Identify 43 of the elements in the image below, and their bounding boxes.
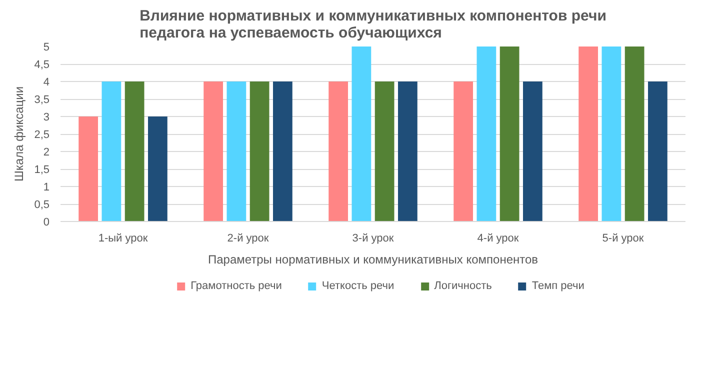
- bar: [328, 82, 348, 222]
- y-tick-label: 1: [43, 182, 50, 194]
- bar: [398, 82, 418, 222]
- x-tick-label: 3-й урок: [352, 232, 394, 244]
- y-tick-label: 0: [43, 216, 50, 228]
- bar: [648, 82, 668, 222]
- bar: [250, 82, 270, 222]
- bar: [454, 82, 473, 222]
- bar: [523, 82, 542, 222]
- bar: [500, 46, 520, 222]
- bar: [78, 116, 98, 222]
- bar: [124, 82, 144, 222]
- bar: [578, 46, 598, 222]
- legend-label: Логичность: [434, 280, 492, 292]
- legend-label: Четкость речи: [322, 280, 394, 292]
- y-tick-label: 2,5: [34, 129, 50, 141]
- bar: [226, 82, 246, 222]
- x-axis-title: Параметры нормативных и коммуникативных компонентов: [208, 252, 538, 266]
- y-tick-label: 0,5: [34, 199, 50, 211]
- bar: [102, 82, 122, 222]
- bar: [374, 82, 394, 222]
- x-tick-label: 5-й урок: [602, 232, 644, 244]
- legend-label: Грамотность речи: [190, 280, 282, 292]
- bar: [273, 82, 292, 222]
- chart-title: Влияние нормативных и коммуникативных компонентов речи педагога на успеваемость обучающихся: [140, 8, 606, 42]
- legend-label: Темп речи: [532, 280, 584, 292]
- bar: [602, 46, 622, 222]
- bar: [476, 46, 496, 222]
- x-tick-label: 2-й урок: [227, 232, 269, 244]
- bar: [148, 116, 168, 222]
- bar: [204, 82, 223, 222]
- x-tick-label: 1-ый урок: [98, 232, 148, 244]
- y-tick-label: 3,5: [34, 94, 50, 106]
- y-tick-label: 4: [43, 76, 50, 88]
- y-tick-label: 1,5: [34, 164, 50, 176]
- y-tick-label: 3: [43, 112, 50, 124]
- y-tick-label: 4,5: [34, 59, 50, 71]
- x-tick-label: 4-й урок: [477, 232, 519, 244]
- y-tick-label: 2: [43, 146, 50, 158]
- bar: [624, 46, 644, 222]
- bar: [352, 46, 372, 222]
- y-tick-label: 5: [43, 42, 50, 54]
- y-axis-title: Шкала фиксации: [12, 86, 26, 182]
